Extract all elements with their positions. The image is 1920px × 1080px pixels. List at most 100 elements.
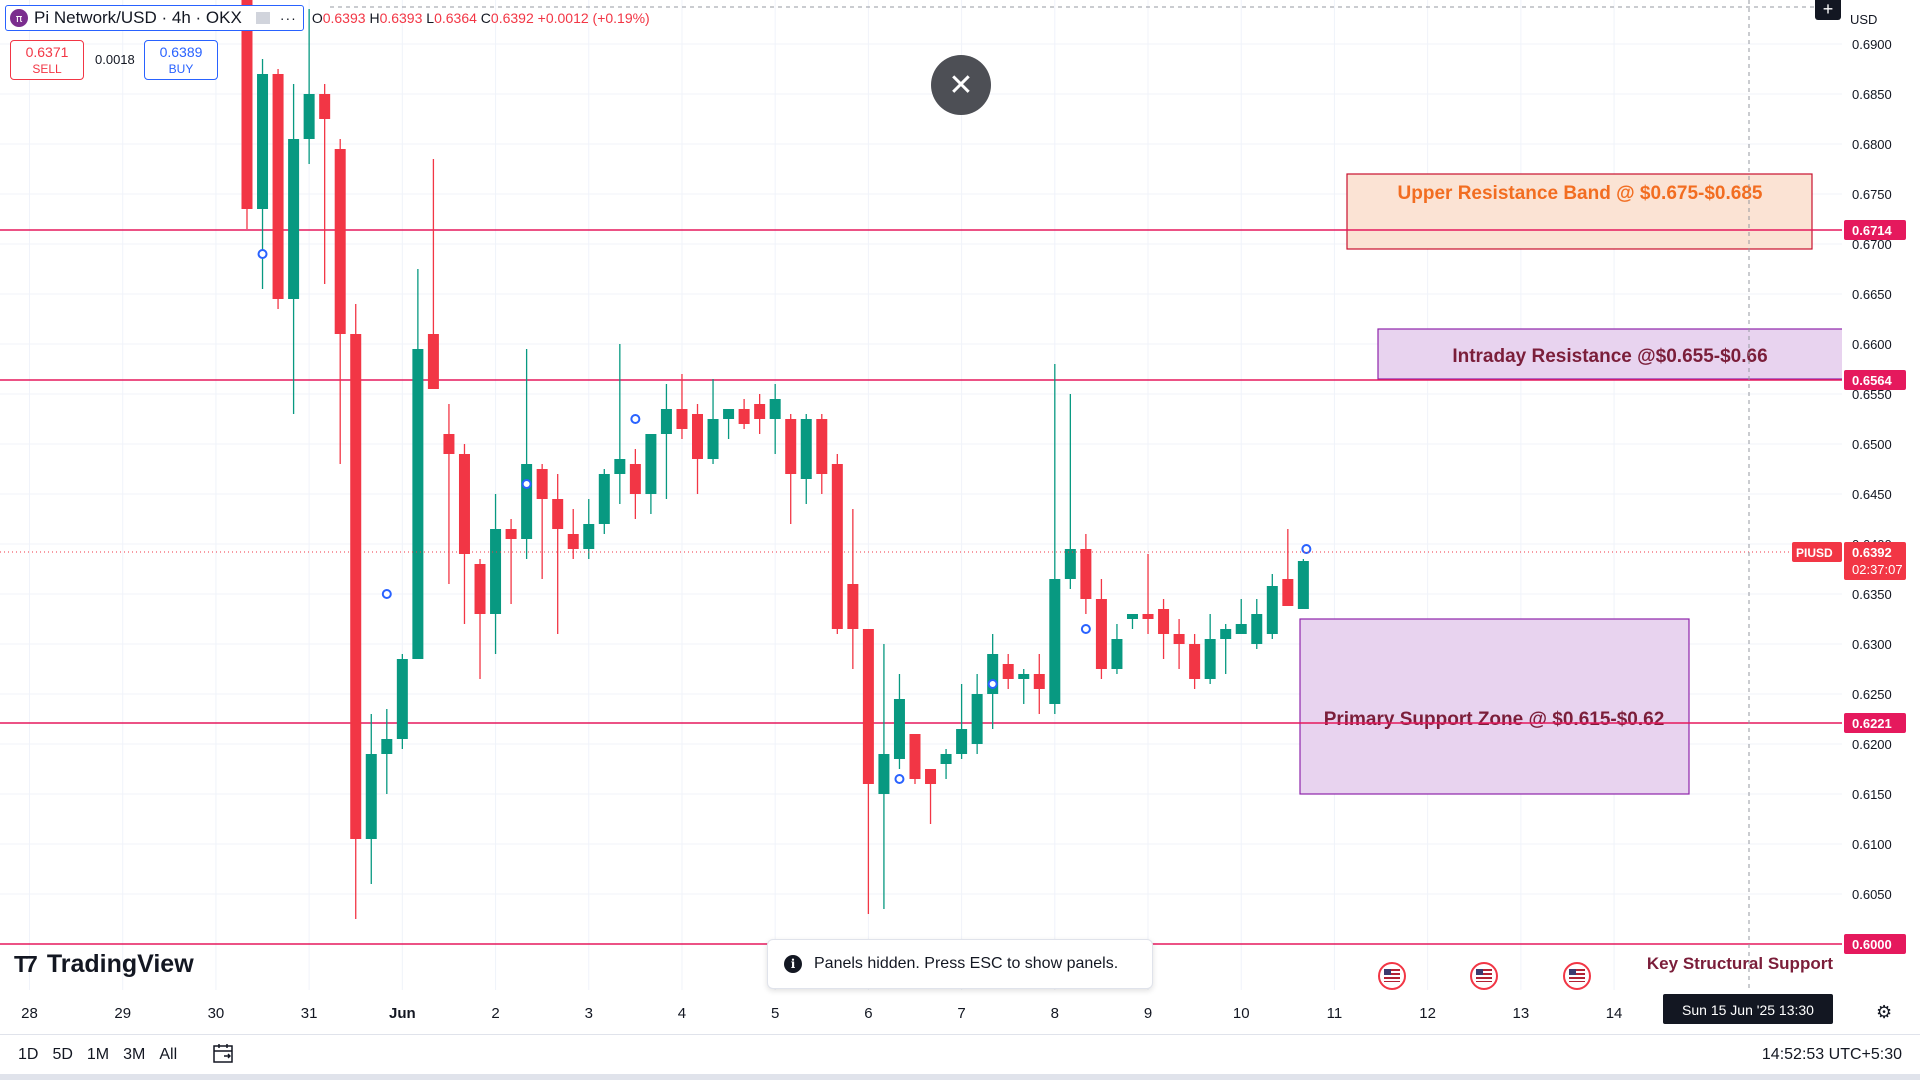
- price-tick-label: 0.6100: [1852, 837, 1892, 852]
- range-1d-button[interactable]: 1D: [18, 1046, 39, 1063]
- hide-legend-icon[interactable]: [255, 12, 270, 24]
- candle-body: [878, 754, 890, 794]
- candle-body: [1158, 609, 1170, 634]
- candle-body: [956, 729, 968, 754]
- time-tick-label: 14: [1606, 1005, 1623, 1022]
- intraday-resistance-zone-box: [1377, 328, 1845, 380]
- candle: [676, 374, 688, 439]
- candle-body: [645, 434, 657, 494]
- candle: [1251, 599, 1263, 649]
- range-1m-button[interactable]: 1M: [86, 1046, 110, 1063]
- time-tick-label: 7: [957, 1005, 965, 1022]
- horizontal-levels: Key Structural Support: [0, 229, 1842, 973]
- candle-body: [412, 349, 424, 659]
- time-tick-label: Jun: [389, 1005, 416, 1022]
- flag-stripe-white: [1569, 975, 1585, 977]
- candle-body: [909, 734, 921, 779]
- range-3m-button[interactable]: 3M: [123, 1046, 146, 1063]
- buy-button[interactable]: 0.6389 BUY: [144, 40, 218, 80]
- event-marker-icon: [630, 414, 641, 424]
- time-axis-bg: [0, 990, 1842, 1034]
- time-tick-label: 8: [1051, 1005, 1059, 1022]
- symbol-title[interactable]: Pi Network/USD · 4h · OKX: [34, 8, 242, 27]
- candle-body: [1126, 614, 1138, 619]
- flag-canton: [1476, 969, 1483, 975]
- flag-stripe-white: [1569, 979, 1585, 981]
- calendar-goto-icon[interactable]: [212, 1043, 236, 1065]
- time-axis[interactable]: 28 29 30 31 Jun 2 3 4 5 6 7 8 9 10 11 12 13 14 Sun 15 Jun …: [0, 962, 1842, 1034]
- intraday-resistance-zone-label: Intraday Resistance @$0.655-$0.66: [1452, 346, 1767, 367]
- price-tick-label: 0.6700: [1852, 237, 1892, 252]
- candle: [878, 644, 890, 909]
- close-icon[interactable]: ✕: [931, 55, 991, 115]
- us-flag-event-icon: [1378, 962, 1406, 990]
- candle-body: [1220, 629, 1232, 639]
- symbol-selector[interactable]: π Pi Network/USD · 4h · OKX ···: [5, 5, 304, 31]
- candle-body: [381, 739, 393, 754]
- price-tick-label: 0.6600: [1852, 337, 1892, 352]
- candle-body: [583, 524, 595, 549]
- flag-stripe-white: [1384, 971, 1400, 973]
- upper-resistance-zone-box: [1346, 173, 1813, 250]
- range-5d-button[interactable]: 5D: [52, 1046, 73, 1063]
- candle-body: [474, 564, 486, 614]
- current-price-badge: PIUSD 0.6392 02:37:07: [1792, 542, 1906, 580]
- flag-stripe-white: [1476, 979, 1492, 981]
- crosshair-date-bg: [1663, 994, 1833, 1024]
- candle: [909, 734, 921, 784]
- candle-body: [396, 659, 408, 739]
- candle-body: [847, 584, 859, 629]
- settings-gear-icon[interactable]: ⚙: [1876, 1002, 1893, 1023]
- buy-label: BUY: [168, 62, 194, 76]
- candle-body: [505, 529, 517, 539]
- symbol-legend: π Pi Network/USD · 4h · OKX ··· O0.6393 …: [5, 5, 650, 31]
- sell-button[interactable]: 0.6371 SELL: [10, 40, 84, 80]
- candle: [614, 344, 626, 504]
- price-axis[interactable]: 0.6900 0.6850 0.6800 0.6750 0.6700 0.6650 0.66…: [1842, 0, 1920, 1034]
- spread-value: 0.0018: [95, 52, 135, 67]
- candle: [1189, 634, 1201, 689]
- candle-body: [350, 334, 362, 839]
- price-level-tag: 0.6564: [1844, 370, 1906, 390]
- candle: [1297, 559, 1309, 609]
- add-plus-icon[interactable]: +: [1815, 0, 1841, 20]
- candle: [629, 449, 641, 519]
- candle: [458, 444, 470, 624]
- candle-body: [723, 409, 735, 419]
- candle: [971, 674, 983, 754]
- more-options-icon[interactable]: ···: [279, 10, 297, 26]
- candle: [1095, 579, 1107, 679]
- candle: [785, 414, 797, 524]
- price-level-tag: 0.6000: [1844, 934, 1906, 954]
- candle: [645, 434, 657, 514]
- candle-body: [769, 399, 781, 419]
- us-flag-event-icon: [1470, 962, 1498, 990]
- candle: [1173, 619, 1185, 669]
- tradingview-logo[interactable]: T7 TradingView: [14, 950, 194, 979]
- candle: [692, 404, 704, 494]
- candle: [288, 84, 300, 414]
- open-label: O: [311, 10, 323, 26]
- candle-body: [1002, 664, 1014, 679]
- pi-network-logo-icon: π: [10, 9, 28, 27]
- candle-body: [257, 74, 269, 209]
- candle-body: [1018, 674, 1030, 679]
- price-labels: 0.6714 0.6564 0.6221 0.6000 PIUSD 0.6392 02:37…: [1792, 220, 1906, 954]
- flag-stripe-white: [1384, 975, 1400, 977]
- candle-body: [660, 409, 672, 434]
- flag-stripe-white: [1476, 971, 1492, 973]
- candle-body: [629, 464, 641, 494]
- clock-timezone[interactable]: 14:52:53 UTC+5:30: [1761, 1046, 1902, 1063]
- candle-body: [831, 464, 843, 629]
- candle-body: [567, 534, 579, 549]
- event-markers: [257, 249, 1312, 784]
- time-tick-label: 12: [1419, 1005, 1436, 1022]
- candle: [723, 409, 735, 439]
- candle-body: [1142, 614, 1154, 619]
- candle: [505, 519, 517, 604]
- currency-label[interactable]: USD: [1850, 12, 1878, 27]
- range-all-button[interactable]: All: [159, 1046, 178, 1063]
- candle-body: [598, 474, 610, 524]
- time-tick-label: 30: [208, 1005, 225, 1022]
